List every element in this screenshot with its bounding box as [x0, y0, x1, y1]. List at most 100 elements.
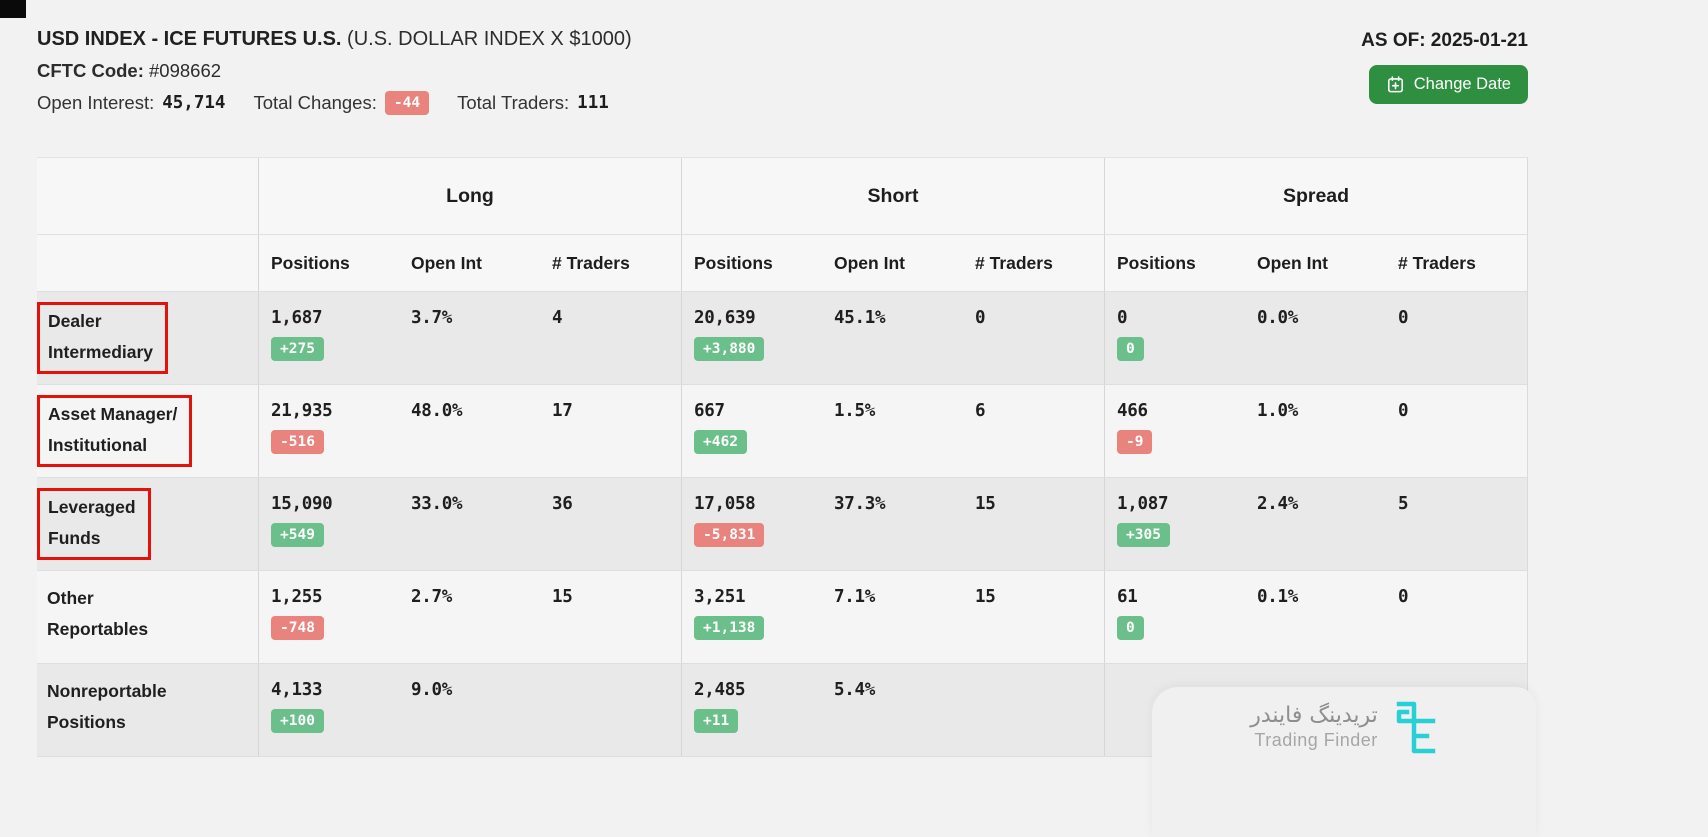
short-traders-cell-value: 6: [975, 401, 986, 421]
column-header-blank: [37, 235, 258, 291]
watermark-brand-english: Trading Finder: [1254, 730, 1378, 750]
short-positions-cell-value: 2,485: [694, 680, 746, 700]
spread-traders-cell: 0: [1386, 292, 1527, 384]
row-label-cell: Other Reportables: [37, 571, 258, 663]
report-header: USD INDEX - ICE FUTURES U.S. (U.S. DOLLA…: [37, 28, 1528, 116]
column-header-short-openint: Open Int: [834, 252, 905, 273]
column-header-spread-positions: Positions: [1104, 235, 1245, 291]
trading-finder-logo-icon: [1392, 701, 1438, 755]
cftc-code: CFTC Code: #098662: [37, 60, 632, 82]
short-openint-cell: 7.1%: [822, 571, 963, 663]
short-traders-cell: 0: [963, 292, 1104, 384]
short-openint-cell: 1.5%: [822, 385, 963, 477]
long-openint-cell-value: 2.7%: [411, 587, 452, 607]
long-traders-cell: [540, 664, 681, 756]
open-interest-value: 45,714: [162, 93, 226, 114]
row-label-cell: Asset Manager/Institutional: [37, 385, 258, 477]
long-openint-cell-value: 33.0%: [411, 494, 463, 514]
short-positions-cell: 17,058 -5,831: [681, 478, 822, 570]
change-date-button[interactable]: Change Date: [1368, 65, 1528, 104]
column-header-long-openint: Open Int: [411, 252, 482, 273]
spread-change-badge: -9: [1117, 430, 1153, 455]
short-openint-cell: 45.1%: [822, 292, 963, 384]
column-header-long-positions: Positions: [258, 235, 399, 291]
column-header-spread-openint: Open Int: [1257, 252, 1328, 273]
as-of-date: AS OF: 2025-01-21: [1361, 30, 1528, 51]
short-positions-cell: 2,485 +11: [681, 664, 822, 756]
total-traders-value: 111: [577, 93, 609, 114]
spread-positions-cell: 1,087 +305: [1104, 478, 1245, 570]
long-positions-cell: 15,090 +549: [258, 478, 399, 570]
row-label-line: Other: [47, 588, 94, 608]
short-traders-cell-value: 15: [975, 494, 996, 514]
short-positions-cell: 3,251 +1,138: [681, 571, 822, 663]
long-positions-cell-value: 21,935: [271, 401, 333, 421]
long-positions-cell-value: 15,090: [271, 494, 333, 514]
long-openint-cell: 3.7%: [399, 292, 540, 384]
row-label-line: Leveraged: [48, 497, 136, 517]
long-openint-cell: 33.0%: [399, 478, 540, 570]
row-label-cell: Nonreportable Positions: [37, 664, 258, 756]
watermark-brand-farsi: تریدینگ فایندر: [1250, 703, 1378, 728]
long-traders-cell-value: 15: [552, 587, 573, 607]
spread-openint-cell-value: 0.0%: [1257, 308, 1298, 328]
spread-openint-cell: 1.0%: [1245, 385, 1386, 477]
column-header-spread-traders: # Traders: [1398, 252, 1476, 273]
long-traders-cell-value: 36: [552, 494, 573, 514]
row-label-cell: Leveraged Funds: [37, 478, 258, 570]
row-label-line: Reportables: [47, 619, 149, 639]
long-positions-cell: 4,133 +100: [258, 664, 399, 756]
long-openint-cell-value: 3.7%: [411, 308, 452, 328]
long-positions-cell: 1,687 +275: [258, 292, 399, 384]
table-row: Other Reportables 1,255 -748 2.7% 15 3,251 +1,1…: [37, 571, 1527, 664]
screenshot-corner-artifact: [0, 0, 26, 18]
long-traders-cell: 17: [540, 385, 681, 477]
spread-openint-cell-value: 1.0%: [1257, 401, 1298, 421]
total-traders-label: Total Traders:: [457, 92, 570, 114]
long-change-badge: +275: [271, 337, 324, 362]
spread-positions-cell-value: 1,087: [1117, 494, 1169, 514]
row-label-line: Nonreportable: [47, 681, 167, 701]
long-traders-cell: 4: [540, 292, 681, 384]
row-label-line: Asset Manager/: [48, 404, 178, 424]
column-header-short-positions: Positions: [681, 235, 822, 291]
long-openint-cell-value: 48.0%: [411, 401, 463, 421]
group-header-blank: [37, 158, 258, 234]
instrument-name: USD INDEX - ICE FUTURES U.S.: [37, 28, 342, 50]
short-positions-cell-value: 3,251: [694, 587, 746, 607]
spread-openint-cell: 0.0%: [1245, 292, 1386, 384]
calendar-plus-icon: [1386, 75, 1405, 94]
short-traders-cell: 6: [963, 385, 1104, 477]
spread-positions-cell-value: 0: [1117, 308, 1128, 328]
short-traders-cell: 15: [963, 571, 1104, 663]
page-title: USD INDEX - ICE FUTURES U.S. (U.S. DOLLA…: [37, 28, 632, 51]
spread-traders-cell-value: 0: [1398, 587, 1409, 607]
spread-openint-cell: 0.1%: [1245, 571, 1386, 663]
spread-change-badge: 0: [1117, 616, 1144, 641]
group-header-row: Long Short Spread: [37, 158, 1527, 235]
row-label-cell: Dealer Intermediary: [37, 292, 258, 384]
spread-openint-cell: 2.4%: [1245, 478, 1386, 570]
spread-traders-cell-value: 5: [1398, 494, 1409, 514]
long-change-badge: -516: [271, 430, 324, 455]
table-row: Leveraged Funds 15,090 +549 33.0% 36 17,058 -5,…: [37, 478, 1527, 571]
spread-change-badge: +305: [1117, 523, 1170, 548]
row-label-line: Intermediary: [48, 342, 154, 362]
spread-positions-cell-value: 466: [1117, 401, 1148, 421]
spread-traders-cell-value: 0: [1398, 401, 1409, 421]
group-header-long: Long: [258, 158, 681, 234]
long-traders-cell-value: 17: [552, 401, 573, 421]
short-change-badge: -5,831: [694, 523, 765, 548]
change-date-label: Change Date: [1413, 75, 1511, 93]
row-label: Other Reportables: [37, 581, 160, 649]
short-traders-cell: [963, 664, 1104, 756]
instrument-subtitle: (U.S. DOLLAR INDEX X $1000): [347, 28, 632, 50]
long-change-badge: +100: [271, 709, 324, 734]
long-openint-cell: 2.7%: [399, 571, 540, 663]
long-openint-cell: 48.0%: [399, 385, 540, 477]
short-positions-cell-value: 667: [694, 401, 725, 421]
table-row: Dealer Intermediary 1,687 +275 3.7% 4 20,639 +3…: [37, 292, 1527, 385]
spread-openint-cell-value: 2.4%: [1257, 494, 1298, 514]
spread-positions-cell: 61 0: [1104, 571, 1245, 663]
